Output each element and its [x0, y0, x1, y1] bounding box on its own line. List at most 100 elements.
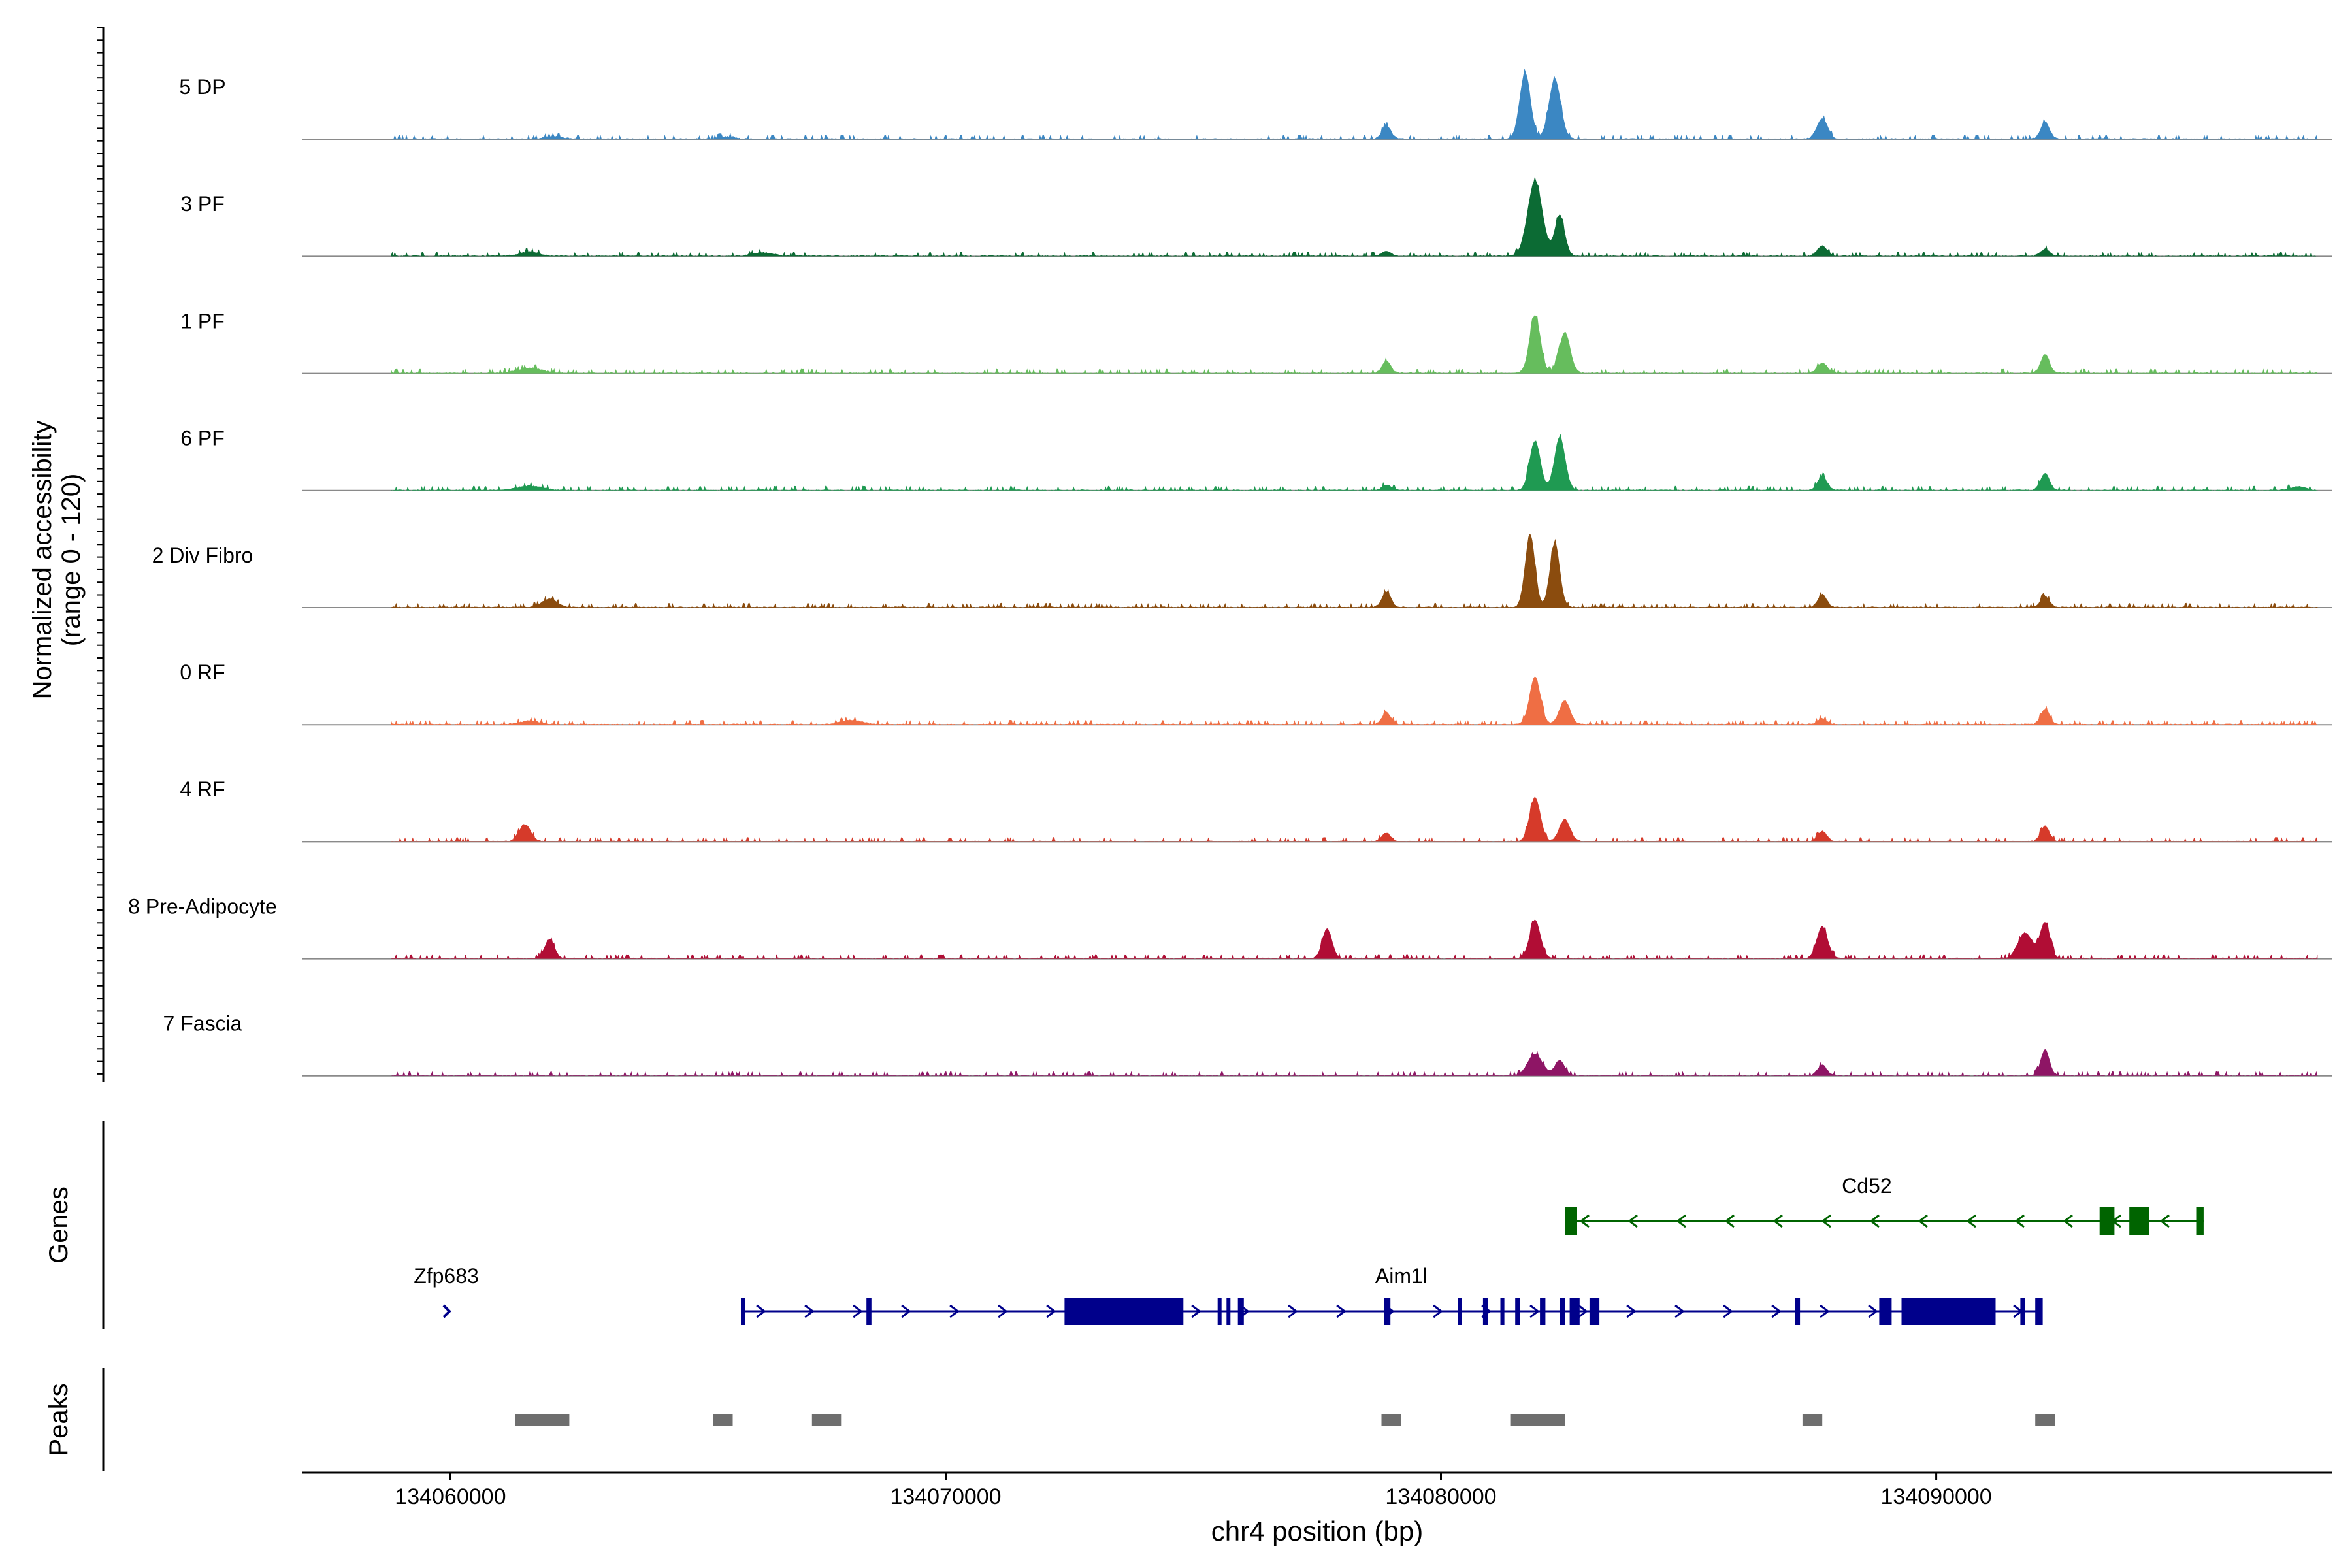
coverage-area	[391, 68, 2318, 140]
exon	[1901, 1298, 1996, 1325]
strand-chevron	[2159, 1214, 2170, 1228]
coverage-area	[391, 796, 2318, 842]
track-label: 2 Div Fibro	[152, 544, 253, 567]
exon	[741, 1298, 745, 1325]
strand-chevron	[1627, 1214, 1638, 1228]
gene-aim1l: Aim1l	[741, 1264, 2043, 1325]
track-9: 7 Fascia	[163, 1012, 2332, 1077]
coverage-y-label: Normalized accessibility	[28, 421, 57, 700]
strand-chevron	[1771, 1304, 1782, 1318]
x-tick-label: 134080000	[1385, 1484, 1496, 1509]
exon	[1560, 1298, 1565, 1325]
peak-region	[1802, 1414, 1823, 1426]
strand-chevron	[1868, 1304, 1878, 1318]
exon	[1482, 1298, 1488, 1325]
strand-chevron	[1966, 1214, 1976, 1228]
track-label: 5 DP	[179, 75, 225, 99]
strand-chevron	[1676, 1214, 1686, 1228]
strand-chevron	[901, 1304, 911, 1318]
track-4: 6 PF	[180, 427, 2332, 491]
strand-chevron	[1723, 1304, 1733, 1318]
exon	[1540, 1298, 1546, 1325]
exon	[1458, 1298, 1462, 1325]
coverage-area	[391, 919, 2318, 959]
x-tick-label: 134060000	[395, 1484, 506, 1509]
strand-chevron	[1626, 1304, 1637, 1318]
strand-chevron	[2014, 1214, 2025, 1228]
strand-chevron	[1820, 1304, 1830, 1318]
strand-chevron	[756, 1304, 766, 1318]
strand-chevron	[1918, 1214, 1928, 1228]
exon	[1795, 1298, 1801, 1325]
track-2: 3 PF	[180, 176, 2332, 257]
track-label: 8 Pre-Adipocyte	[128, 894, 277, 918]
x-axis-ticks: 134060000 134070000 134080000 134090000	[395, 1473, 1992, 1509]
coverage-y-ticks	[97, 27, 103, 1075]
exon	[1500, 1298, 1505, 1325]
coverage-area	[391, 315, 2318, 374]
track-label: 6 PF	[180, 427, 225, 450]
exon	[2020, 1298, 2025, 1325]
exon	[1879, 1298, 1892, 1325]
peak-region	[1510, 1414, 1565, 1426]
track-label: 0 RF	[180, 661, 225, 684]
gene-zfp683: Zfp683	[414, 1264, 479, 1318]
gene-label: Aim1l	[1375, 1264, 1428, 1288]
coverage-y-range-label: (range 0 - 120)	[57, 474, 86, 647]
strand-chevron	[1579, 1214, 1590, 1228]
track-8: 8 Pre-Adipocyte	[128, 894, 2332, 960]
peak-region	[1381, 1414, 1401, 1426]
track-7: 4 RF	[180, 777, 2332, 843]
strand-chevron	[1046, 1304, 1056, 1318]
exon	[1589, 1298, 1600, 1325]
track-3: 1 PF	[180, 309, 2332, 374]
coverage-area	[391, 534, 2318, 608]
coverage-area	[391, 1049, 2318, 1076]
exon	[866, 1298, 872, 1325]
x-tick-label: 134090000	[1881, 1484, 1992, 1509]
exon	[1384, 1298, 1391, 1325]
coverage-tracks: 5 DP 3 PF 1 PF 6 PF 2 Div Fibro 0 RF 4 RF 8 Pre…	[128, 68, 2332, 1077]
coverage-area	[391, 176, 2318, 257]
peak-region	[713, 1414, 733, 1426]
gene-annotation-track: Cd52 Zfp683 Aim1l	[414, 1174, 2204, 1325]
peak-region	[515, 1414, 570, 1426]
exon	[1569, 1298, 1580, 1325]
peaks-y-label: Peaks	[44, 1383, 73, 1456]
coverage-area	[391, 676, 2318, 725]
gene-cd52: Cd52	[1565, 1174, 2204, 1235]
strand-chevron	[1869, 1214, 1880, 1228]
gene-label: Zfp683	[414, 1264, 479, 1288]
exon	[1515, 1298, 1520, 1325]
exon	[1217, 1298, 1222, 1325]
peak-region	[811, 1414, 842, 1426]
coverage-area	[391, 434, 2318, 491]
exon	[1226, 1298, 1231, 1325]
track-label: 7 Fascia	[163, 1012, 242, 1036]
track-label: 4 RF	[180, 777, 225, 801]
strand-chevron	[442, 1304, 451, 1318]
peak-region	[2035, 1414, 2055, 1426]
strand-chevron	[1578, 1304, 1588, 1318]
strand-chevron	[804, 1304, 815, 1318]
exon	[2196, 1207, 2204, 1235]
strand-chevron	[1433, 1304, 1443, 1318]
x-tick-label: 134070000	[890, 1484, 1001, 1509]
strand-chevron	[998, 1304, 1008, 1318]
gene-label: Cd52	[1842, 1174, 1892, 1198]
strand-chevron	[1529, 1304, 1540, 1318]
strand-chevron	[1191, 1304, 1201, 1318]
track-label: 1 PF	[180, 309, 225, 333]
strand-chevron	[1288, 1304, 1298, 1318]
strand-chevron	[949, 1304, 960, 1318]
exon	[1565, 1207, 1577, 1235]
genes-y-label: Genes	[44, 1186, 73, 1264]
strand-chevron	[1772, 1214, 1783, 1228]
exon	[2129, 1207, 2149, 1235]
track-label: 3 PF	[180, 192, 225, 216]
peak-region-track	[515, 1414, 2055, 1426]
exon	[1237, 1298, 1244, 1325]
x-axis-label: chr4 position (bp)	[1211, 1516, 1424, 1546]
strand-chevron	[1821, 1214, 1831, 1228]
